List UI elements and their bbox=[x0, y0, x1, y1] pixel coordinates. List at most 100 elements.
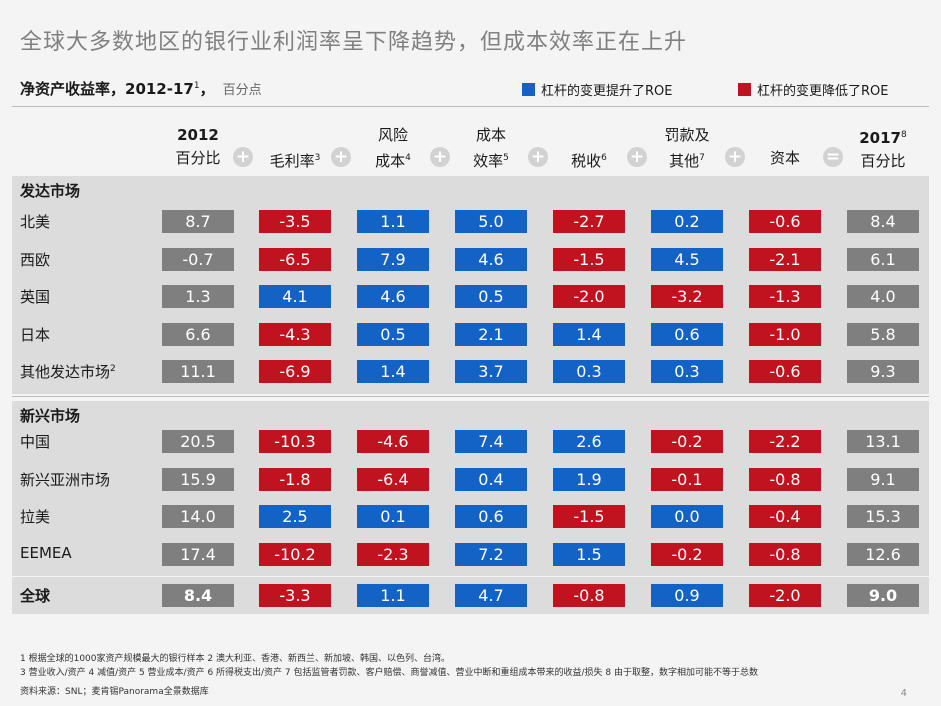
value-cell: 0.4 bbox=[455, 467, 527, 491]
value-cell: 14.0 bbox=[162, 505, 234, 529]
legend-label: 杠杆的变更降低了ROE bbox=[757, 84, 889, 99]
value-cell: 4.0 bbox=[847, 285, 919, 309]
value-cell: 0.1 bbox=[357, 505, 429, 529]
plus-icon: + bbox=[233, 147, 253, 167]
column-header-line1: 成本 bbox=[475, 126, 506, 144]
value-cell: -0.2 bbox=[651, 430, 723, 453]
value-cell: -1.5 bbox=[553, 505, 625, 529]
plus-icon: + bbox=[627, 147, 647, 167]
value-cell: 0.6 bbox=[455, 505, 527, 529]
value-cell: -0.6 bbox=[749, 360, 821, 384]
column-header-line2: 毛利率3 bbox=[269, 152, 321, 170]
value-cell: 0.6 bbox=[651, 322, 723, 346]
value-cell: -1.8 bbox=[259, 467, 331, 491]
value-cell: 0.0 bbox=[651, 505, 723, 529]
subtitle-unit: 百分点 bbox=[222, 83, 262, 98]
page-number: 4 bbox=[900, 688, 907, 699]
value-cell: 15.3 bbox=[847, 505, 919, 529]
value-cell: 4.6 bbox=[357, 285, 429, 309]
row-label: 日本 bbox=[20, 325, 51, 344]
value-cell: -10.3 bbox=[259, 430, 331, 453]
footnote-mark: 2 bbox=[110, 364, 116, 375]
value-cell: -2.1 bbox=[749, 247, 821, 271]
value-cell: -0.8 bbox=[553, 584, 625, 607]
value-cell: 1.1 bbox=[357, 584, 429, 607]
value-cell: 1.5 bbox=[553, 542, 625, 566]
plus-icon: + bbox=[528, 147, 548, 167]
value-cell: -0.6 bbox=[749, 210, 821, 233]
value-cell: 1.3 bbox=[162, 285, 234, 309]
column-header-line2: 百分比 bbox=[860, 152, 906, 170]
footnote-mark: 4 bbox=[405, 153, 411, 163]
value-cell: 2.1 bbox=[455, 322, 527, 346]
value-cell: 4.7 bbox=[455, 584, 527, 607]
value-cell: 13.1 bbox=[847, 430, 919, 453]
value-cell: -6.4 bbox=[357, 467, 429, 491]
value-cell: 2.6 bbox=[553, 430, 625, 453]
footnote-mark: 8 bbox=[901, 130, 907, 140]
divider bbox=[12, 106, 929, 107]
value-cell: -1.0 bbox=[749, 322, 821, 346]
value-cell: 1.9 bbox=[553, 467, 625, 491]
column-header: 资本 bbox=[730, 124, 840, 170]
value-cell: 20.5 bbox=[162, 430, 234, 453]
value-cell: 7.9 bbox=[357, 247, 429, 271]
value-cell: -4.3 bbox=[259, 322, 331, 346]
section-label: 发达市场 bbox=[20, 182, 81, 200]
column-header: 2012 百分比 bbox=[143, 124, 253, 170]
page-title: 全球大多数地区的银行业利润率呈下降趋势，但成本效率正在上升 bbox=[20, 30, 688, 55]
value-cell: -0.1 bbox=[651, 467, 723, 491]
value-cell: 12.6 bbox=[847, 542, 919, 566]
value-cell: 4.1 bbox=[259, 285, 331, 309]
value-cell: 1.4 bbox=[357, 360, 429, 384]
row-label: 中国 bbox=[20, 433, 51, 451]
subtitle-footnote: 1 bbox=[193, 81, 200, 91]
column-header-line2: 税收6 bbox=[571, 152, 607, 170]
value-cell: 4.5 bbox=[651, 247, 723, 271]
value-cell: -2.3 bbox=[357, 542, 429, 566]
value-cell: 0.5 bbox=[357, 322, 429, 346]
divider bbox=[12, 396, 929, 397]
value-cell: 7.4 bbox=[455, 430, 527, 453]
value-cell: 2.5 bbox=[259, 505, 331, 529]
legend-swatch-blue bbox=[522, 83, 535, 96]
value-cell: 8.4 bbox=[847, 210, 919, 233]
value-cell: -1.3 bbox=[749, 285, 821, 309]
value-cell: 0.5 bbox=[455, 285, 527, 309]
value-cell: -2.0 bbox=[553, 285, 625, 309]
row-label: 拉美 bbox=[20, 508, 51, 527]
value-cell: -3.5 bbox=[259, 210, 331, 233]
column-header-line2: 成本4 bbox=[375, 152, 411, 170]
legend-label: 杠杆的变更提升了ROE bbox=[541, 84, 673, 99]
column-header-line1 bbox=[730, 124, 840, 147]
column-header: 罚款及 其他7 bbox=[632, 124, 742, 173]
equals-icon: = bbox=[823, 147, 843, 167]
row-label: 英国 bbox=[20, 288, 51, 307]
value-cell: 6.6 bbox=[162, 322, 234, 346]
value-cell: -0.2 bbox=[651, 542, 723, 566]
footnote-mark: 5 bbox=[503, 153, 509, 163]
value-cell: -6.9 bbox=[259, 360, 331, 384]
value-cell: -1.5 bbox=[553, 247, 625, 271]
column-header-line2: 其他7 bbox=[669, 152, 705, 170]
column-header-line2: 百分比 bbox=[175, 149, 221, 167]
column-header-line1: 风险 bbox=[377, 126, 408, 144]
row-label: 其他发达市场2 bbox=[20, 363, 116, 382]
row-label: 北美 bbox=[20, 213, 51, 231]
value-cell: -2.2 bbox=[749, 430, 821, 453]
value-cell: 5.8 bbox=[847, 322, 919, 346]
column-header-line1 bbox=[534, 124, 644, 147]
plus-icon: + bbox=[331, 147, 351, 167]
footnote: 3 营业收入/资产 4 减值/资产 5 营业成本/资产 6 所得税支出/资产 7… bbox=[20, 668, 758, 678]
subtitle-comma: ， bbox=[199, 80, 215, 98]
total-row-label: 全球 bbox=[20, 587, 51, 605]
value-cell: 7.2 bbox=[455, 542, 527, 566]
value-cell: 9.0 bbox=[847, 584, 919, 607]
legend-swatch-red bbox=[738, 83, 751, 96]
row-label: 西欧 bbox=[20, 250, 51, 269]
column-header: 税收6 bbox=[534, 124, 644, 173]
row-label: 新兴亚洲市场 bbox=[20, 470, 111, 489]
footnote: 1 根据全球的1000家资产规模最大的银行样本 2 澳大利亚、香港、新西兰、新加… bbox=[20, 654, 450, 664]
column-header: 毛利率3 bbox=[240, 124, 350, 173]
value-cell: 1.4 bbox=[553, 322, 625, 346]
